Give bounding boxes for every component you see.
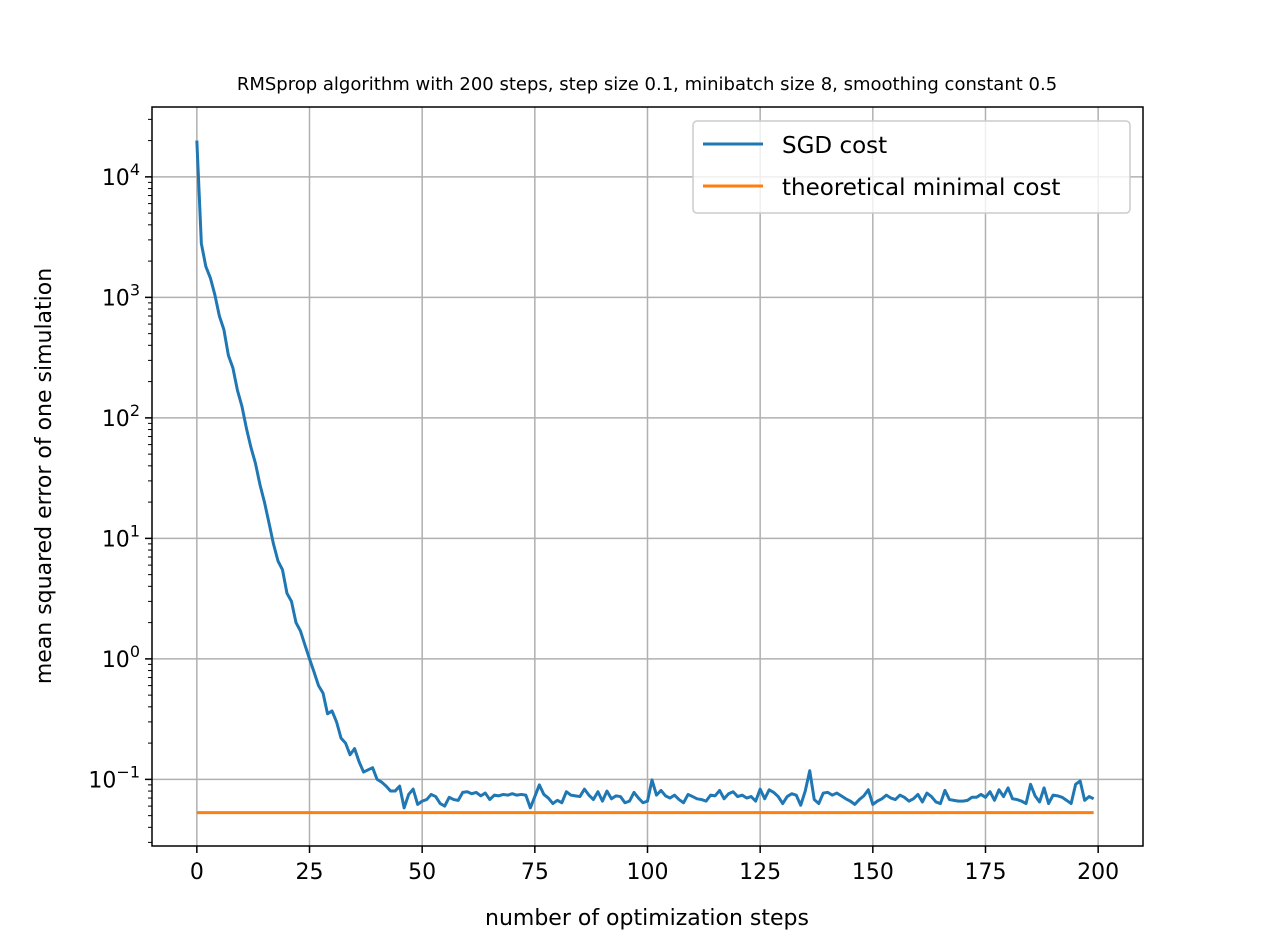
x-tick-label: 200 — [1077, 860, 1119, 885]
x-tick-label: 125 — [739, 860, 781, 885]
legend: SGD cost theoretical minimal cost — [692, 120, 1131, 214]
y-tick-label: 10−1 — [88, 762, 140, 793]
x-tick-label: 100 — [627, 860, 669, 885]
chart-title: RMSprop algorithm with 200 steps, step s… — [237, 74, 1057, 95]
series-lines — [195, 140, 1095, 815]
y-tick-label: 102 — [102, 401, 140, 432]
y-tick-label: 100 — [102, 642, 140, 673]
y-axis-label: mean squared error of one simulation — [32, 268, 57, 684]
legend-label-sgd-cost: SGD cost — [782, 133, 887, 159]
grid-lines — [152, 107, 1143, 846]
legend-frame — [692, 120, 1131, 214]
y-tick-label: 103 — [102, 280, 140, 311]
y-axis-ticks: 10−1 100 101 102 103 104 — [88, 118, 152, 843]
x-axis-label: number of optimization steps — [485, 906, 809, 931]
series-line-sgd-cost — [195, 140, 1095, 810]
x-tick-label: 175 — [964, 860, 1006, 885]
legend-label-theoretical-minimal-cost: theoretical minimal cost — [782, 175, 1060, 201]
x-tick-label: 25 — [296, 860, 324, 885]
x-tick-label: 75 — [521, 860, 549, 885]
x-tick-label: 50 — [408, 860, 436, 885]
x-tick-label: 150 — [852, 860, 894, 885]
y-tick-label: 104 — [102, 160, 140, 191]
x-axis-ticks: 0 25 50 75 100 125 150 175 200 — [190, 846, 1119, 885]
y-tick-label: 101 — [102, 521, 140, 552]
x-tick-label: 0 — [190, 860, 204, 885]
